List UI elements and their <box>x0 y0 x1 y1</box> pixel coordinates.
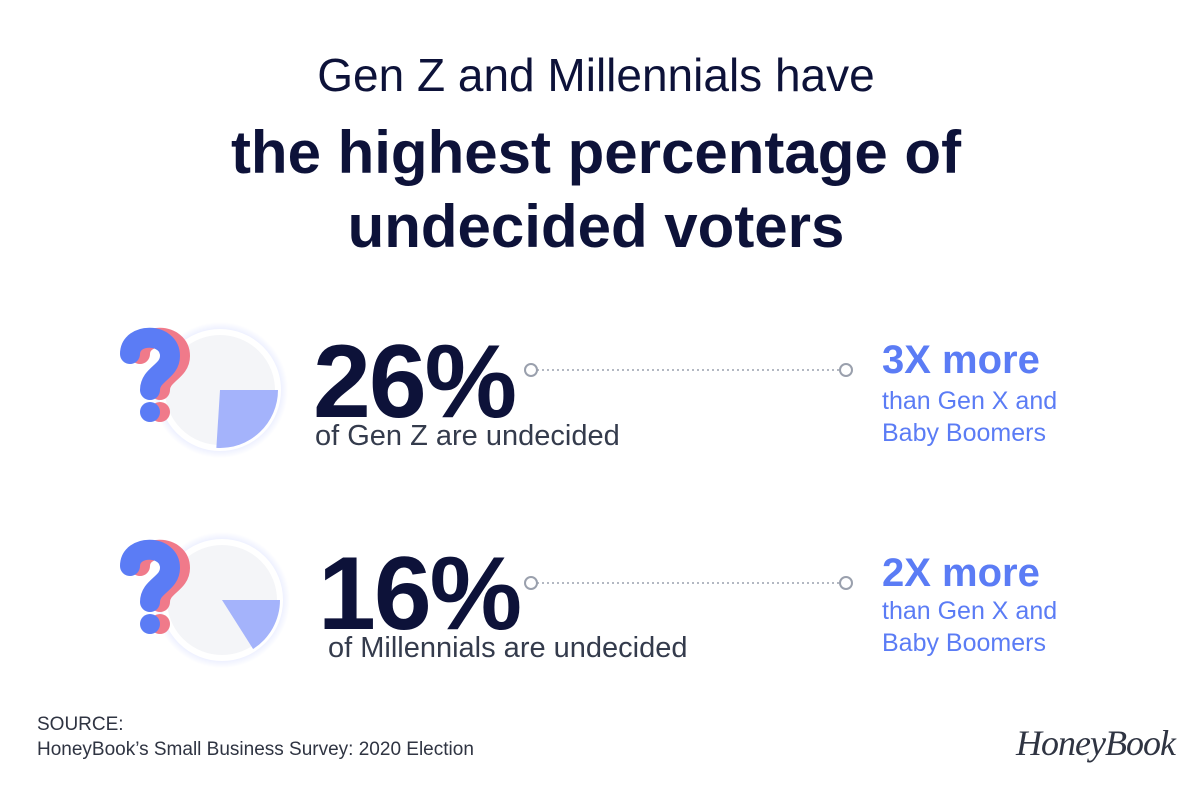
connectors <box>524 363 853 590</box>
dot <box>839 576 853 590</box>
percentage: 26% <box>313 324 517 440</box>
dot <box>524 576 538 590</box>
title: Gen Z and Millennials have <box>317 49 875 101</box>
caption: of Gen Z are undecided <box>315 420 620 452</box>
percentage: 16% <box>318 536 522 652</box>
pie-wedge <box>216 390 278 448</box>
dot <box>524 363 538 377</box>
comparison: 2X more <box>882 551 1040 595</box>
comparison-detail: than Gen X and Baby Boomers <box>882 387 1058 447</box>
dot <box>839 363 853 377</box>
logo: HoneyBook <box>1016 723 1176 763</box>
source-label: SOURCE: <box>37 714 124 735</box>
title-emphasis: the highest percentage of undecided vote… <box>230 119 962 260</box>
source-text: HoneyBook’s Small Business Survey: 2020 … <box>37 739 474 760</box>
comparison-detail: than Gen X and Baby Boomers <box>882 597 1058 657</box>
question-marks <box>120 327 190 634</box>
comparison: 3X more <box>882 338 1040 382</box>
caption: of Millennials are undecided <box>328 632 688 664</box>
pie-wedge <box>222 600 280 649</box>
